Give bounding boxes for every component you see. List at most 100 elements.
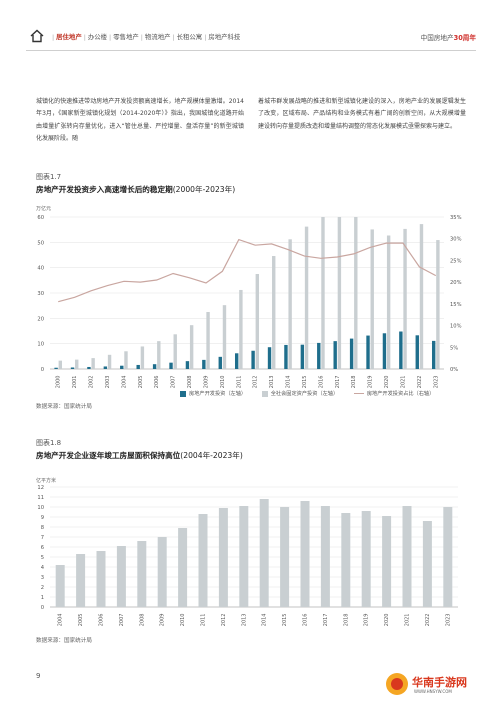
chart2-xtick: 2011 [201, 614, 207, 627]
nav-item-3[interactable]: 物流地产 [144, 33, 171, 41]
chart1-ytick-left: 60 [37, 215, 44, 221]
chart1-xtick: 2018 [351, 376, 357, 389]
chart2-ytick: 9 [41, 515, 44, 521]
chart1-bar-fixed-asset [255, 274, 260, 369]
chart1-bar-dev-invest [317, 342, 321, 369]
chart2-xtick: 2007 [119, 614, 125, 627]
chart2-xtick: 2005 [78, 614, 84, 627]
chart1-xtick: 2012 [253, 376, 259, 389]
chart1-bar-dev-invest [202, 359, 206, 369]
nav-separator: | [172, 33, 175, 41]
chart1-xtick: 2001 [72, 376, 78, 389]
chart1-bar-dev-invest [87, 366, 91, 369]
home-icon[interactable] [30, 29, 44, 43]
chart1-xtick: 2002 [89, 376, 95, 389]
chart1-xtick: 2016 [318, 376, 324, 389]
chart2-bar-completed-area [178, 528, 188, 607]
chart1-bar-fixed-asset [206, 312, 210, 369]
page-number: 9 [36, 672, 41, 680]
nav-separator: | [204, 33, 207, 41]
chart1-bar-dev-invest [366, 335, 370, 369]
figure2-period: (2004年-2023年) [180, 451, 243, 460]
nav-separator: | [109, 33, 112, 41]
chart1-ytick-left: 10 [37, 342, 44, 348]
legend-label-dev-invest: 房地产开发投资（左轴） [189, 391, 247, 397]
chart1-xtick: 2015 [302, 376, 308, 389]
body-text-right: 着城市群发展战略的推进和新型城镇化建设的深入，房地产业的发展逻辑发生了改变，区域… [258, 98, 466, 130]
chart1-ytick-right: 30% [450, 237, 462, 243]
chart1-bar-dev-invest [300, 344, 305, 369]
chart2-xtick: 2010 [180, 614, 186, 627]
legend-swatch-fixed-asset [261, 390, 268, 397]
chart1-ytick-right: 20% [450, 280, 462, 286]
chart2-xtick: 2014 [262, 614, 268, 627]
figure1-period: (2000年-2023年) [172, 185, 236, 194]
body-text-left: 城镇化的快速推进带动房地产开发投资额高速增长，地产规模体量激增。2014年3月，… [36, 98, 244, 143]
chart1-bar-fixed-asset [386, 235, 391, 369]
legend-item-dev-invest: 房地产开发投资（左轴） [180, 390, 246, 397]
chart1-bar-fixed-asset [419, 224, 424, 369]
chart1-line-share [58, 238, 437, 303]
chart2-ytick: 3 [41, 575, 44, 581]
chart2-xtick: 2016 [303, 614, 309, 627]
legend-item-fixed-asset: 全社会固定资产投资（左轴） [261, 390, 339, 397]
chart2-bar-completed-area [300, 501, 310, 607]
chart2-bar-completed-area [402, 506, 412, 607]
chart1-ytick-left: 50 [37, 240, 44, 246]
chart1-bar-dev-invest [234, 353, 239, 369]
chart1-bar-fixed-asset [91, 358, 95, 369]
nav-item-0[interactable]: 居住地产 [56, 33, 82, 41]
chart1-bar-fixed-asset [157, 341, 161, 369]
chart2-xtick: 2018 [343, 614, 349, 627]
chart2-bar-completed-area [239, 506, 249, 607]
chart2-bar-completed-area [55, 565, 65, 607]
chart1-xtick: 2000 [56, 376, 62, 389]
chart1-bar-dev-invest [333, 341, 337, 369]
nav-item-4[interactable]: 长租公寓 [176, 33, 203, 41]
figure1-title: 房地产开发投资步入高速增长后的稳定期(2000年-2023年) [36, 184, 235, 195]
brand-highlight: 30周年 [453, 34, 476, 42]
chart1-xtick: 2011 [236, 376, 242, 389]
chart1-bar-dev-invest [399, 331, 403, 369]
chart2-ytick: 6 [41, 545, 44, 551]
chart1-ytick-left: 20 [37, 316, 44, 322]
chart1-bar-dev-invest [349, 338, 354, 369]
chart2-bar-completed-area [361, 511, 371, 607]
chart1-bar-fixed-asset [272, 256, 276, 369]
chart1-bar-dev-invest [415, 335, 419, 369]
chart2-ytick: 2 [41, 585, 44, 591]
chart2-xtick: 2004 [58, 614, 64, 627]
chart1-xtick: 2017 [335, 376, 341, 389]
chart1-bar-fixed-asset [370, 229, 374, 369]
watermark-logo-icon [386, 673, 408, 695]
watermark: 华南手游网 WWW.HNSYW.COM [384, 669, 492, 699]
chart1-bar-dev-invest [218, 356, 222, 369]
brand-mark: 中国房地产30周年 [421, 32, 476, 42]
chart1-xtick: 2009 [203, 376, 209, 389]
chart2-ytick: 0 [41, 605, 44, 611]
chart1-ytick-left: 30 [37, 291, 44, 297]
chart1-xtick: 2020 [384, 376, 390, 389]
chart2-xtick: 2008 [139, 614, 145, 627]
chart1-xtick: 2013 [269, 376, 275, 389]
chart1-bar-fixed-asset [124, 351, 128, 369]
chart2-bar-completed-area [198, 514, 208, 607]
chart1-bar-dev-invest [70, 367, 75, 369]
chart2-xtick: 2013 [241, 614, 247, 627]
legend-label-fixed-asset: 全社会固定资产投资（左轴） [270, 391, 339, 397]
nav-item-1[interactable]: 办公楼 [87, 33, 108, 41]
chart1-bar-fixed-asset [189, 325, 194, 369]
chart2-xtick: 2023 [445, 614, 451, 627]
chart1-bar-fixed-asset [304, 226, 309, 369]
nav-item-2[interactable]: 零售地产 [113, 33, 139, 41]
chart1-ytick-right: 0% [450, 367, 458, 373]
chart2-bar-completed-area [259, 499, 269, 607]
chart2-ytick: 7 [41, 535, 44, 541]
chart2-bar-completed-area [280, 507, 290, 607]
figure2-title-text: 房地产开发企业逐年竣工房屋面积保持高位 [36, 451, 181, 460]
figure2-label: 图表1.8 [36, 439, 62, 447]
chart1-xtick: 2006 [154, 376, 160, 389]
nav-item-5[interactable]: 房地产科技 [208, 33, 241, 41]
chart1-bar-fixed-asset [337, 217, 342, 369]
